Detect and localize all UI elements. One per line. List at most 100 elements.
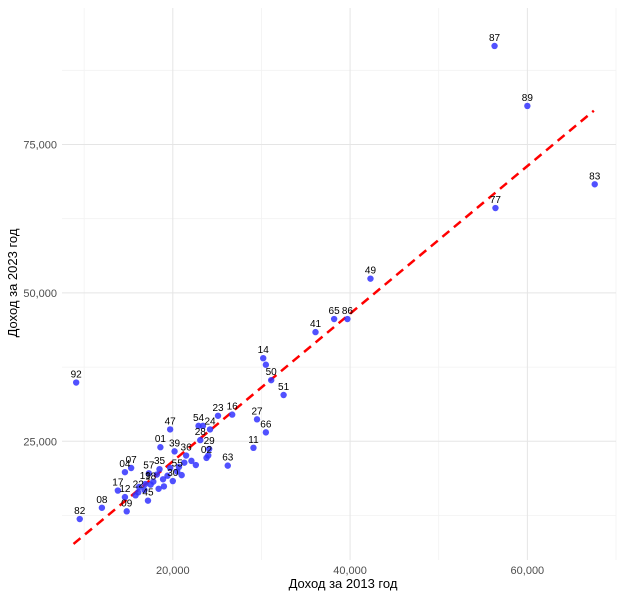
point-label: 77 bbox=[490, 195, 502, 206]
data-point bbox=[178, 471, 185, 479]
data-point bbox=[188, 457, 195, 465]
y-axis-title: Доход за 2023 год bbox=[5, 228, 20, 337]
data-point bbox=[262, 429, 270, 436]
data-point bbox=[141, 486, 148, 494]
data-point bbox=[156, 465, 163, 473]
point-label: 36 bbox=[181, 443, 193, 454]
data-point bbox=[121, 468, 129, 476]
data-point bbox=[72, 379, 80, 386]
point-label: 09 bbox=[121, 498, 133, 509]
data-point bbox=[181, 459, 188, 466]
data-point bbox=[142, 480, 149, 488]
x-tick-labels: 20,000 40,000 60,000 bbox=[156, 565, 544, 577]
point-label: 27 bbox=[251, 406, 263, 417]
data-point bbox=[160, 483, 168, 490]
x-tick-label: 60,000 bbox=[511, 565, 545, 577]
data-point bbox=[591, 181, 598, 188]
data-point bbox=[166, 426, 174, 433]
point-label: 29 bbox=[204, 436, 216, 447]
point-label: 45 bbox=[142, 488, 154, 499]
data-point bbox=[157, 444, 164, 451]
x-tick-label: 40,000 bbox=[333, 565, 367, 577]
point-label: 01 bbox=[155, 434, 167, 445]
data-point bbox=[123, 508, 130, 515]
point-label: 28 bbox=[195, 427, 207, 438]
data-point bbox=[153, 471, 161, 478]
data-point bbox=[127, 464, 135, 472]
data-point bbox=[262, 361, 270, 368]
point-label: 51 bbox=[278, 382, 290, 393]
point-label: 86 bbox=[342, 306, 354, 317]
point-label: 89 bbox=[522, 93, 534, 104]
point-label: 49 bbox=[365, 266, 377, 277]
data-point bbox=[171, 448, 178, 455]
data-point bbox=[224, 462, 231, 469]
point-label: 02 bbox=[201, 445, 213, 456]
x-tick-label: 20,000 bbox=[156, 565, 190, 577]
point-label: 35 bbox=[154, 456, 166, 467]
point-label: 55 bbox=[172, 459, 184, 470]
data-point bbox=[253, 416, 261, 423]
point-label: 50 bbox=[266, 367, 278, 378]
data-point bbox=[164, 472, 171, 479]
data-point bbox=[144, 497, 152, 504]
data-point bbox=[121, 493, 129, 501]
point-label: 08 bbox=[96, 495, 108, 506]
data-point bbox=[344, 315, 351, 323]
data-point bbox=[250, 444, 257, 452]
data-point bbox=[135, 483, 143, 491]
data-point bbox=[159, 476, 167, 483]
point-label: 07 bbox=[126, 455, 138, 466]
y-tick-label: 75,000 bbox=[23, 140, 57, 152]
data-point bbox=[199, 422, 207, 430]
point-label: 39 bbox=[169, 438, 181, 449]
data-point bbox=[524, 102, 531, 110]
point-label: 41 bbox=[310, 319, 322, 330]
point-label: 18 bbox=[145, 472, 157, 483]
data-point bbox=[280, 391, 287, 399]
data-point bbox=[367, 275, 374, 282]
point-label: 92 bbox=[71, 370, 83, 381]
point-label: 16 bbox=[227, 402, 239, 413]
data-point bbox=[330, 315, 338, 323]
data-point bbox=[267, 376, 275, 384]
data-point bbox=[98, 504, 106, 511]
data-point bbox=[166, 464, 174, 472]
data-point bbox=[175, 463, 183, 471]
point-label: 82 bbox=[74, 506, 86, 517]
data-point bbox=[192, 461, 200, 469]
data-point bbox=[214, 412, 222, 419]
data-point bbox=[260, 354, 267, 362]
data-point bbox=[205, 445, 213, 453]
point-label: 66 bbox=[260, 419, 272, 430]
y-tick-labels: 25,000 50,000 75,000 bbox=[23, 140, 57, 449]
point-label: 17 bbox=[112, 478, 124, 489]
data-point bbox=[206, 426, 214, 433]
point-label: 87 bbox=[489, 33, 501, 44]
y-tick-label: 25,000 bbox=[23, 436, 57, 448]
point-label: 22 bbox=[133, 479, 145, 490]
point-label: 14 bbox=[258, 345, 270, 356]
data-point bbox=[182, 452, 190, 459]
data-point bbox=[491, 42, 498, 50]
data-point bbox=[76, 515, 83, 523]
data-point bbox=[132, 492, 139, 499]
point-label: 12 bbox=[119, 484, 131, 495]
data-point bbox=[195, 422, 202, 430]
point-label: 54 bbox=[193, 413, 205, 424]
point-label: 57 bbox=[143, 460, 155, 471]
grid-lines bbox=[62, 8, 617, 560]
data-point bbox=[312, 328, 319, 336]
data-point bbox=[145, 470, 153, 477]
data-point bbox=[205, 452, 212, 459]
data-point bbox=[492, 204, 499, 212]
y-tick-label: 50,000 bbox=[23, 288, 57, 300]
data-points bbox=[72, 42, 598, 523]
data-point bbox=[197, 436, 204, 444]
x-axis-title: Доход за 2013 год bbox=[289, 576, 398, 591]
point-label: 47 bbox=[165, 416, 177, 427]
data-point bbox=[155, 485, 162, 492]
point-label: 65 bbox=[329, 306, 341, 317]
